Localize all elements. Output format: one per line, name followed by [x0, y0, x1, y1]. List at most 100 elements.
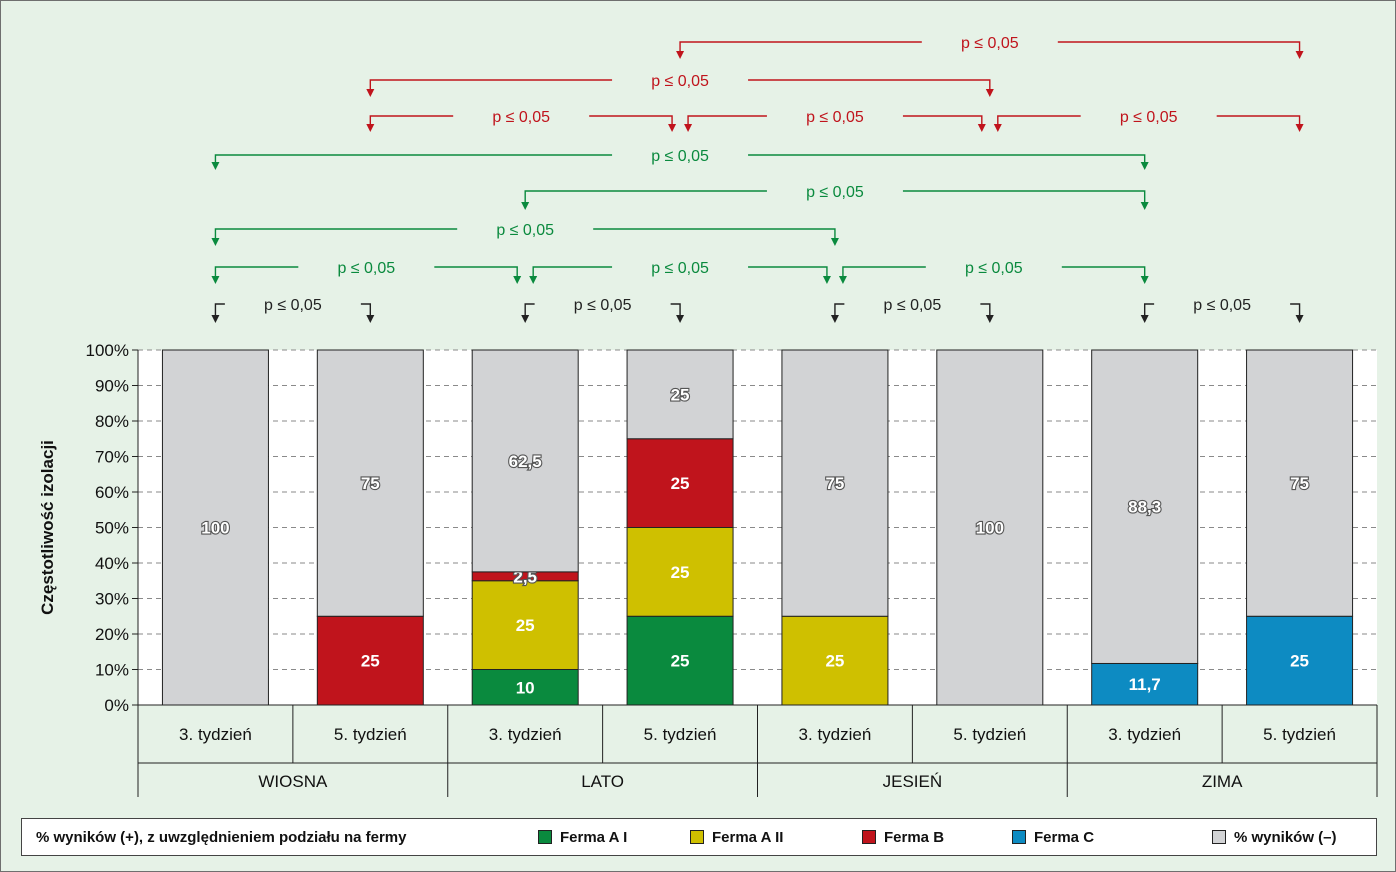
- significance-bracket-left: [214, 266, 299, 278]
- data-label: 25: [671, 474, 690, 493]
- significance-arrow-head: [513, 276, 522, 284]
- significance-bracket-left: [524, 303, 535, 317]
- legend: % wyników (+), z uwzględnieniem podziału…: [21, 818, 1377, 856]
- significance-arrow-head: [211, 162, 220, 170]
- y-tick-label: 10%: [95, 661, 129, 680]
- significance-bracket-right: [748, 154, 1146, 164]
- significance-bracket-right: [593, 228, 836, 240]
- significance-arrow-head: [211, 315, 220, 323]
- bar-segment-ferma-a-ii: [626, 527, 734, 617]
- legend-intro: % wyników (+), z uwzględnieniem podziału…: [36, 829, 407, 846]
- significance-label: p ≤ 0,05: [961, 35, 1019, 52]
- significance-arrow-head: [684, 124, 693, 132]
- significance-bracket-left: [524, 190, 767, 204]
- significance-arrow-head: [211, 276, 220, 284]
- y-tick-label: 70%: [95, 448, 129, 467]
- bar-segment-ferma-a-ii: [781, 615, 889, 706]
- significance-bracket-left: [1143, 303, 1155, 317]
- bar-segment-pct-wynik-w: [316, 349, 424, 617]
- significance-arrow-head: [985, 89, 994, 97]
- significance-bracket-right: [1061, 266, 1146, 278]
- significance-arrow-head: [838, 276, 847, 284]
- significance-label: p ≤ 0,05: [1193, 297, 1251, 314]
- significance-arrow-head: [1140, 315, 1149, 323]
- significance-label: p ≤ 0,05: [574, 297, 632, 314]
- x-tick-label: 3. tydzień: [489, 725, 562, 744]
- y-tick-label: 50%: [95, 519, 129, 538]
- bar-segment-pct-wynik-w: [936, 349, 1044, 706]
- data-label: 25: [825, 652, 844, 671]
- significance-arrow-head: [1140, 162, 1149, 170]
- bar-segment-ferma-b: [626, 438, 734, 528]
- y-tick-label: 100%: [86, 341, 129, 360]
- x-group-label: ZIMA: [1202, 772, 1243, 791]
- x-tick-label: 5. tydzień: [953, 725, 1026, 744]
- significance-arrow-head: [985, 315, 994, 323]
- data-label: 62,5: [509, 452, 542, 471]
- data-label: 75: [1290, 474, 1309, 493]
- bar-segment-pct-wynik-w: [626, 349, 734, 440]
- x-group-label: WIOSNA: [258, 772, 328, 791]
- significance-arrow-head: [668, 124, 677, 132]
- significance-arrow-head: [676, 51, 685, 59]
- significance-label: p ≤ 0,05: [806, 109, 864, 126]
- significance-label: p ≤ 0,05: [651, 148, 709, 165]
- significance-bracket-right: [902, 115, 983, 126]
- bar-segment-pct-wynik-w: [471, 349, 579, 573]
- legend-item-ferma-c: Ferma C: [1034, 829, 1095, 846]
- data-label: 25: [1290, 652, 1309, 671]
- significance-bracket-right: [902, 190, 1146, 204]
- data-label: 11,7: [1129, 675, 1161, 694]
- bar-segment-ferma-c: [1246, 615, 1354, 706]
- x-tick-label: 5. tydzień: [644, 725, 717, 744]
- significance-bracket-right: [589, 115, 673, 126]
- bar-segment-ferma-b: [316, 615, 424, 706]
- y-tick-label: 30%: [95, 590, 129, 609]
- significance-bracket-left: [532, 266, 613, 278]
- data-label: 25: [671, 385, 690, 404]
- significance-bracket-left: [214, 228, 458, 240]
- bar-segment-pct-wynik-w: [1091, 349, 1199, 664]
- bar-segment-ferma-a-ii: [471, 580, 579, 670]
- bar-segment-ferma-a-i: [626, 615, 734, 706]
- significance-label: p ≤ 0,05: [884, 297, 942, 314]
- legend-item-ferma-a-i: Ferma A I: [560, 829, 628, 846]
- significance-bracket-left: [214, 154, 613, 164]
- significance-arrow-head: [366, 124, 375, 132]
- significance-bracket-right: [434, 266, 518, 278]
- significance-arrow-head: [366, 315, 375, 323]
- legend-item-ferma-b: Ferma B: [884, 829, 945, 846]
- significance-arrow-head: [529, 276, 538, 284]
- data-label: 25: [516, 616, 535, 635]
- significance-arrow-head: [830, 315, 839, 323]
- significance-bracket-right: [748, 266, 828, 278]
- y-tick-label: 80%: [95, 412, 129, 431]
- data-label: 75: [361, 474, 380, 493]
- significance-bracket-right: [360, 303, 372, 317]
- significance-arrow-head: [521, 202, 530, 210]
- data-label: 100: [201, 519, 229, 538]
- y-tick-label: 60%: [95, 483, 129, 502]
- significance-arrow-head: [977, 124, 986, 132]
- legend-swatch-ferma-a-i: [538, 830, 552, 844]
- significance-bracket-right: [1216, 115, 1301, 126]
- significance-arrow-head: [993, 124, 1002, 132]
- bar-segment-pct-wynik-w: [781, 349, 889, 617]
- data-label: 88,3: [1128, 498, 1161, 517]
- significance-bracket-right: [1290, 303, 1301, 317]
- significance-bracket-right: [748, 79, 991, 91]
- significance-bracket-left: [369, 115, 454, 126]
- significance-arrow-head: [211, 238, 220, 246]
- bar-segment-pct-wynik-w: [1246, 349, 1354, 617]
- x-tick-label: 3. tydzień: [179, 725, 252, 744]
- significance-arrow-head: [1295, 124, 1304, 132]
- significance-arrow-head: [1295, 51, 1304, 59]
- significance-bracket-right: [670, 303, 681, 317]
- legend-swatch-negative: [1212, 830, 1226, 844]
- significance-arrow-head: [1140, 202, 1149, 210]
- significance-label: p ≤ 0,05: [337, 260, 395, 277]
- significance-label: p ≤ 0,05: [806, 184, 864, 201]
- y-axis-title: Częstotliwość izolacji: [38, 440, 57, 615]
